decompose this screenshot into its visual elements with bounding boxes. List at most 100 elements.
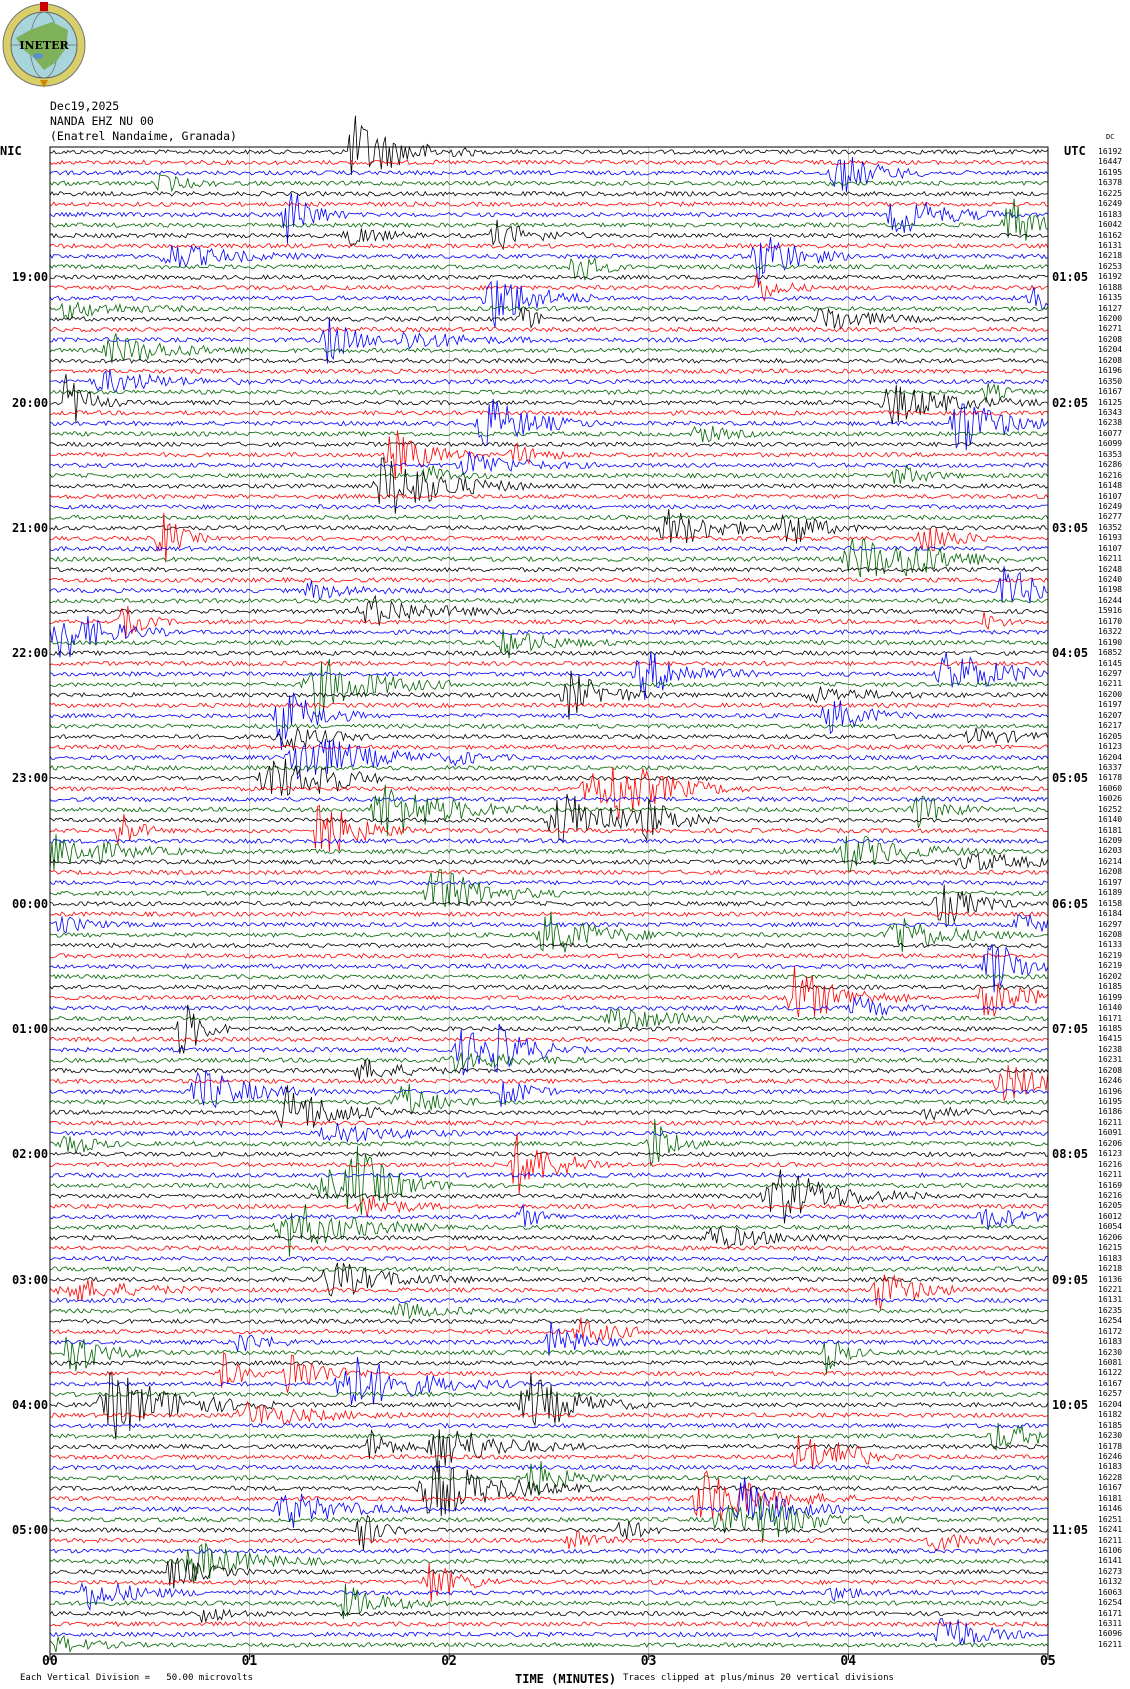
seismic-trace: [49, 1464, 1049, 1471]
header-date: Dec19,2025: [50, 99, 120, 113]
dc-offset-value: 16140: [1098, 815, 1123, 825]
seismic-trace: [49, 1321, 1049, 1356]
dc-offset-value: 16193: [1098, 533, 1123, 543]
seismic-trace: [49, 1470, 1049, 1522]
dc-offset-value: 16211: [1098, 1117, 1123, 1127]
dc-offset-value: 16198: [1098, 585, 1123, 595]
seismic-trace: [49, 1122, 1049, 1144]
utc-hour-label: 11:05: [1052, 1523, 1089, 1538]
seismic-trace: [49, 256, 1049, 281]
x-tick-label: 04: [840, 1654, 857, 1669]
seismic-trace: [49, 457, 1049, 514]
seismic-trace: [49, 368, 1049, 393]
dc-offset-value: 16271: [1098, 324, 1123, 334]
seismic-trace: [49, 1225, 1049, 1250]
dc-offset-value: 16106: [1098, 1545, 1123, 1555]
seismic-trace: [49, 382, 1049, 403]
dc-offset-value: 16211: [1098, 1535, 1123, 1545]
local-hour-label: 20:00: [12, 395, 49, 410]
dc-offset-value: 16131: [1098, 1295, 1123, 1305]
dc-offset-value: 16107: [1098, 543, 1123, 553]
dc-offset-value: 16208: [1098, 867, 1123, 877]
local-hour-label: 01:00: [12, 1021, 49, 1036]
local-hour-label: 05:00: [12, 1523, 49, 1538]
seismic-trace: [49, 430, 1049, 481]
seismic-trace: [49, 410, 1049, 417]
x-tick-label: 00: [42, 1654, 58, 1669]
utc-zone-label: UTC: [1064, 144, 1086, 158]
seismic-trace: [49, 598, 1049, 604]
dc-offset-value: 16060: [1098, 783, 1123, 793]
dc-label: DC: [1106, 133, 1115, 141]
seismic-trace: [49, 1563, 1049, 1602]
dc-offset-value: 16146: [1098, 1504, 1123, 1514]
utc-hour-label: 05:05: [1052, 771, 1089, 786]
dc-offset-value: 16211: [1098, 679, 1123, 689]
seismic-trace: [49, 576, 1049, 584]
dc-offset-value: 16219: [1098, 950, 1123, 960]
seismic-trace: [49, 1133, 1049, 1194]
dc-offset-value: 16248: [1098, 564, 1123, 574]
seismic-trace: [49, 884, 1049, 928]
dc-offset-value: 16216: [1098, 470, 1123, 480]
dc-offset-value: 16171: [1098, 1013, 1123, 1023]
dc-offset-value: 16167: [1098, 1483, 1123, 1493]
seismic-trace: [49, 1557, 1049, 1589]
dc-offset-value: 16199: [1098, 992, 1123, 1002]
dc-offset-value: 16216: [1098, 1191, 1123, 1200]
seismic-trace: [49, 1085, 1049, 1129]
seismic-trace: [49, 1422, 1049, 1452]
dc-offset-value: 16217: [1098, 721, 1123, 731]
dc-offset-value: 16254: [1098, 1598, 1123, 1608]
seismic-trace: [49, 1461, 1049, 1496]
x-tick-label: 03: [640, 1654, 657, 1669]
seismic-trace: [49, 1435, 1049, 1470]
seismic-trace: [49, 1360, 1049, 1367]
seismic-trace: [49, 852, 1049, 871]
seismic-trace: [49, 503, 1049, 510]
dc-offset-value: 16337: [1098, 762, 1123, 772]
seismic-trace: [49, 838, 1049, 845]
dc-offset-value: 16203: [1098, 846, 1123, 856]
dc-offset-value: 16211: [1098, 1639, 1123, 1649]
seismic-trace: [49, 766, 1049, 820]
seismic-trace: [49, 1172, 1048, 1179]
dc-offset-value: 16162: [1098, 230, 1123, 240]
dc-offset-value: 16219: [1098, 961, 1123, 971]
dc-offset-value: 16158: [1098, 898, 1123, 908]
dc-offset-value: 16081: [1098, 1358, 1123, 1368]
dc-offset-value: 16257: [1098, 1389, 1123, 1399]
seismic-trace: [49, 1317, 1049, 1344]
dc-offset-value: 16054: [1098, 1222, 1123, 1232]
seismic-trace: [49, 1145, 1049, 1216]
dc-offset-value: 16190: [1098, 637, 1123, 647]
dc-offset-value: 16195: [1098, 167, 1123, 177]
dc-offset-value: 16196: [1098, 366, 1123, 376]
utc-hour-label: 06:05: [1052, 896, 1089, 911]
dc-offset-value: 16012: [1098, 1211, 1123, 1221]
seismic-trace: [49, 1621, 1049, 1627]
dc-offset-value: 16183: [1098, 1337, 1123, 1347]
dc-offset-value: 16122: [1098, 1368, 1123, 1378]
seismic-trace: [49, 659, 1049, 717]
dc-offset-value: 16204: [1098, 345, 1123, 355]
dc-offset-value: 16197: [1098, 877, 1123, 887]
dc-offset-value: 16132: [1098, 1577, 1123, 1587]
seismic-trace: [49, 398, 1049, 451]
seismic-trace: [49, 973, 1049, 980]
dc-offset-value: 16297: [1098, 669, 1123, 678]
dc-offset-value: 16225: [1098, 188, 1123, 198]
dc-offset-value: 16216: [1098, 1159, 1123, 1169]
dc-offset-value: 16208: [1098, 1065, 1123, 1075]
seismic-trace: [49, 509, 1049, 544]
seismic-trace: [49, 333, 1049, 364]
seismic-trace: [49, 373, 1049, 425]
dc-offset-value: 16251: [1098, 1514, 1123, 1524]
dc-offset-value: 16096: [1098, 1629, 1123, 1639]
seismic-trace: [49, 1301, 1049, 1320]
utc-hour-label: 04:05: [1052, 646, 1089, 661]
seismic-trace: [49, 306, 1049, 330]
dc-offset-value: 16352: [1098, 522, 1123, 532]
dc-offset-value: 16167: [1098, 387, 1123, 397]
utc-hour-label: 09:05: [1052, 1272, 1089, 1287]
